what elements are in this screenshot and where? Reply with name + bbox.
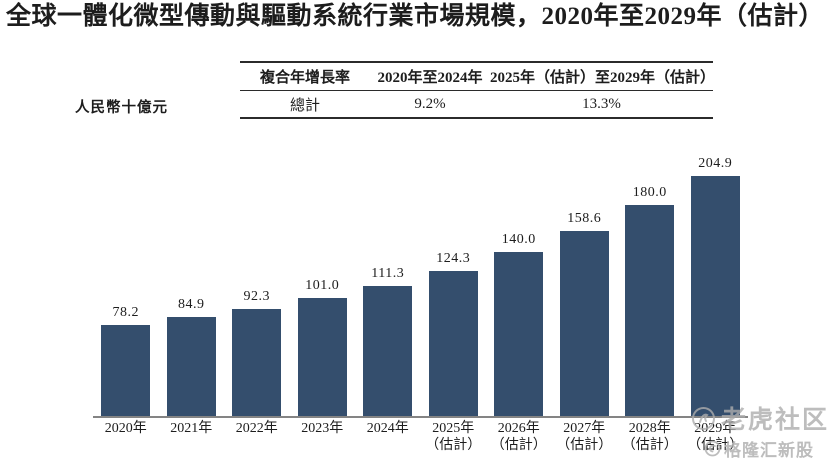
bar bbox=[363, 286, 413, 417]
bar-value-label: 204.9 bbox=[698, 156, 733, 171]
chart-title-period: 2020年至2029年（估計） bbox=[541, 3, 825, 30]
bar-column: 204.9 bbox=[683, 140, 749, 417]
x-axis-label: 2026年 （估計） bbox=[486, 421, 552, 454]
x-axis-label-year: 2026年 bbox=[497, 421, 540, 436]
bar-column: 140.0 bbox=[486, 140, 552, 417]
cagr-table-header-row: 複合年增長率 2020年至2024年 2025年（估計）至2029年（估計） bbox=[240, 61, 716, 91]
x-axis-label-estimate: （估計） bbox=[621, 437, 678, 453]
bar-value-label: 158.6 bbox=[567, 210, 602, 226]
bar bbox=[297, 298, 347, 417]
tiger-community-watermark: 老虎社区 bbox=[691, 400, 829, 436]
bar bbox=[232, 308, 282, 417]
x-axis-label: 2024年 bbox=[355, 421, 421, 454]
x-axis-label: 2027年 （估計） bbox=[552, 421, 618, 454]
cagr-value-2025-2029: 13.3% bbox=[582, 95, 621, 112]
gelonghui-watermark: 格隆汇新股 bbox=[704, 436, 814, 461]
bar bbox=[101, 325, 151, 417]
bar-column: 180.0 bbox=[617, 140, 683, 417]
x-axis-labels: 2020年 2021年 2022年 2023年 2024年 2025年 （估計） 2026年（… bbox=[93, 421, 748, 454]
bar-value-label: 101.0 bbox=[305, 278, 340, 294]
bar-column: 92.3 bbox=[224, 140, 290, 417]
bar bbox=[559, 230, 609, 417]
x-axis-label-estimate: （估計） bbox=[687, 437, 744, 453]
bar-value-label: 111.3 bbox=[371, 266, 405, 282]
bar bbox=[690, 176, 740, 417]
chart-title-main: 全球一體化微型傳動與驅動系統行業市場規模， bbox=[6, 2, 542, 30]
cagr-header-2020-2024: 2020年至2024年 bbox=[377, 70, 483, 86]
bar-value-label: 84.9 bbox=[178, 297, 205, 313]
bar bbox=[625, 205, 675, 417]
bar-column: 84.9 bbox=[159, 140, 225, 417]
bar bbox=[428, 270, 478, 417]
cagr-header-label: 複合年增長率 bbox=[259, 70, 350, 86]
x-axis-label: 2025年 （估計） bbox=[421, 421, 487, 454]
bar-column: 101.0 bbox=[290, 140, 356, 417]
x-axis-label-estimate: （估計） bbox=[490, 437, 547, 453]
cagr-header-2025-2029: 2025年（估計）至2029年（估計） bbox=[490, 70, 716, 86]
gelonghui-logo-icon bbox=[704, 440, 721, 457]
bar-column: 111.3 bbox=[355, 140, 421, 417]
bar-value-label: 140.0 bbox=[501, 232, 536, 248]
cagr-table-data-row: 總計 9.2% 13.3% bbox=[240, 91, 713, 119]
bar-value-label: 78.2 bbox=[112, 305, 139, 320]
cagr-value-2020-2024: 9.2% bbox=[414, 95, 446, 112]
bar-value-label: 92.3 bbox=[243, 288, 270, 304]
x-axis-label: 2022年 bbox=[224, 421, 290, 454]
x-axis-label-year: 2029年 bbox=[694, 421, 737, 436]
cagr-table: 複合年增長率 2020年至2024年 2025年（估計）至2029年（估計） 總… bbox=[240, 61, 716, 119]
gelonghui-watermark-text: 格隆汇新股 bbox=[724, 441, 814, 460]
bar-value-label: 180.0 bbox=[632, 185, 667, 201]
bar bbox=[166, 317, 216, 417]
x-axis-label-year: 2024年 bbox=[366, 421, 409, 436]
x-axis-label: 2020年 bbox=[93, 421, 159, 454]
x-axis-label: 2023年 bbox=[290, 421, 356, 454]
x-axis-label-year: 2028年 bbox=[628, 421, 671, 436]
bar-column: 78.2 bbox=[93, 140, 159, 417]
x-axis-label-year: 2021年 bbox=[170, 421, 213, 436]
x-axis-label-year: 2025年 bbox=[432, 421, 475, 436]
cagr-row-label: 總計 bbox=[289, 97, 320, 114]
x-axis-label-estimate: （估計） bbox=[556, 437, 613, 453]
x-axis-label-year: 2023年 bbox=[301, 421, 344, 436]
x-axis-label-year: 2027年 bbox=[563, 421, 606, 436]
tiger-community-watermark-text: 老虎社区 bbox=[721, 406, 830, 434]
x-axis-line bbox=[93, 416, 748, 418]
bar bbox=[494, 252, 544, 417]
x-axis-label: 2028年 （估計） bbox=[617, 421, 683, 454]
x-axis-label: 2021年 bbox=[159, 421, 225, 454]
tiger-community-logo-icon bbox=[692, 406, 715, 430]
unit-label: 人民幣十億元 bbox=[75, 100, 168, 116]
x-axis-label-estimate: （估計） bbox=[425, 437, 482, 453]
bar-value-label: 124.3 bbox=[436, 250, 471, 266]
bar-chart-plot: 78.2 84.9 92.3 101.0 111.3 124.3 140.0 158.6 180… bbox=[93, 140, 748, 417]
bar-column: 158.6 bbox=[552, 140, 618, 417]
x-axis-label: 2029年 （估計） bbox=[683, 421, 749, 454]
bar-column: 124.3 bbox=[421, 140, 487, 417]
chart-title: 全球一體化微型傳動與驅動系統行業市場規模，2020年至2029年（估計） bbox=[6, 1, 824, 32]
x-axis-label-year: 2022年 bbox=[235, 421, 278, 436]
x-axis-label-year: 2020年 bbox=[104, 421, 147, 436]
